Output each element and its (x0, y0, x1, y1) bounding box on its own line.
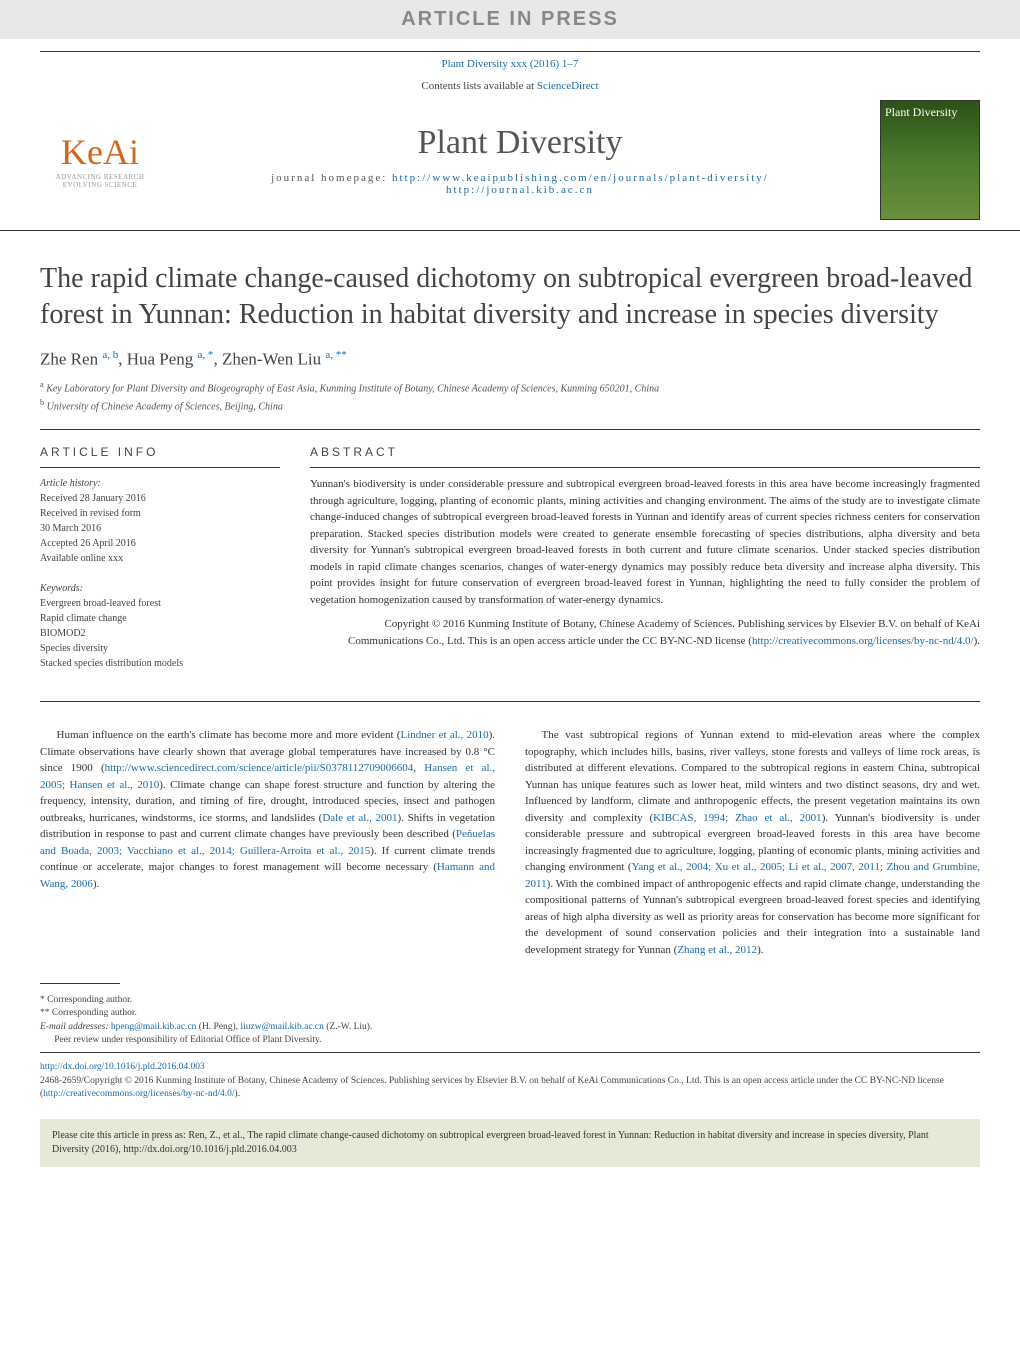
journal-ref-link[interactable]: Plant Diversity xxx (2016) 1–7 (442, 58, 579, 70)
journal-cover-image: Plant Diversity (880, 100, 980, 220)
email-addresses: E-mail addresses: hpeng@mail.kib.ac.cn (… (40, 1021, 980, 1034)
history-label: Article history: (40, 476, 280, 491)
article-title: The rapid climate change-caused dichotom… (0, 231, 1020, 344)
ref-penuelas[interactable]: Peñuelas and Boada, 2003; Vacchiano et a… (40, 828, 495, 857)
copyright-text: Copyright © 2016 Kunming Institute of Bo… (310, 616, 980, 649)
email2-name: (Z.-W. Liu). (324, 1022, 372, 1032)
keai-logo: KeAi ADVANCING RESEARCH EVOLVING SCIENCE (40, 131, 160, 189)
left-column: Human influence on the earth's climate h… (40, 727, 495, 958)
ref-url[interactable]: http://www.sciencedirect.com/science/art… (105, 762, 414, 774)
header-section: KeAi ADVANCING RESEARCH EVOLVING SCIENCE… (0, 100, 1020, 231)
doi-section: http://dx.doi.org/10.1016/j.pld.2016.04.… (0, 1053, 1020, 1109)
cover-text: Plant Diversity (881, 101, 979, 124)
copyright-end: ). (974, 635, 980, 647)
keai-logo-sub2: EVOLVING SCIENCE (40, 181, 160, 189)
author-sup-a1: a, * (198, 349, 214, 361)
right-paragraph: The vast subtropical regions of Yunnan e… (525, 727, 980, 958)
author-sup-ab: a, b (102, 349, 118, 361)
history-line-3: Accepted 26 April 2016 (40, 536, 280, 551)
keyword-0: Evergreen broad-leaved forest (40, 596, 280, 611)
article-info-heading: ARTICLE INFO (40, 445, 280, 459)
ref-kibcas[interactable]: KIBCAS, 1994; Zhao et al., 2001 (653, 812, 822, 824)
history-block: Article history: Received 28 January 201… (40, 476, 280, 566)
abstract-heading: ABSTRACT (310, 445, 980, 459)
footnote-divider (40, 983, 120, 984)
license-link[interactable]: http://creativecommons.org/licenses/by-n… (752, 635, 974, 647)
email1-name: (H. Peng), (196, 1022, 240, 1032)
doi-license-link[interactable]: http://creativecommons.org/licenses/by-n… (43, 1089, 234, 1099)
keywords-label: Keywords: (40, 581, 280, 596)
history-line-0: Received 28 January 2016 (40, 491, 280, 506)
article-info: ARTICLE INFO Article history: Received 2… (40, 445, 280, 686)
abstract: ABSTRACT Yunnan's biodiversity is under … (310, 445, 980, 686)
info-abstract-section: ARTICLE INFO Article history: Received 2… (0, 430, 1020, 701)
citation-box: Please cite this article in press as: Re… (40, 1119, 980, 1167)
issn-end: ). (235, 1089, 241, 1099)
journal-homepage: journal homepage: http://www.keaipublish… (160, 172, 880, 196)
homepage-link-2[interactable]: http://journal.kib.ac.cn (446, 184, 594, 196)
corr-author-1: * Corresponding author. (40, 994, 980, 1007)
footnotes: * Corresponding author. ** Corresponding… (0, 989, 1020, 1052)
author-sup-a2: a, ** (325, 349, 346, 361)
homepage-label: journal homepage: (271, 172, 392, 184)
peer-review: Peer review under responsibility of Edit… (40, 1034, 980, 1047)
keywords-block: Keywords: Evergreen broad-leaved forest … (40, 581, 280, 671)
article-in-press-banner: ARTICLE IN PRESS (0, 0, 1020, 39)
authors: Zhe Ren a, b, Hua Peng a, *, Zhen-Wen Li… (0, 344, 1020, 380)
right-column: The vast subtropical regions of Yunnan e… (525, 727, 980, 958)
abstract-text: Yunnan's biodiversity is under considera… (310, 476, 980, 608)
affiliation-a: a Key Laboratory for Plant Diversity and… (40, 379, 980, 396)
ref-lindner[interactable]: Lindner et al., 2010 (400, 729, 488, 741)
body-columns: Human influence on the earth's climate h… (0, 702, 1020, 973)
journal-title: Plant Diversity (160, 124, 880, 162)
ref-zhang[interactable]: Zhang et al., 2012 (677, 944, 757, 956)
homepage-link-1[interactable]: http://www.keaipublishing.com/en/journal… (392, 172, 769, 184)
affiliation-b: b University of Chinese Academy of Scien… (40, 397, 980, 414)
keyword-4: Stacked species distribution models (40, 656, 280, 671)
ref-yang[interactable]: Yang et al., 2004; Xu et al., 2005; Li e… (525, 861, 980, 890)
issn-copyright: 2468-2659/Copyright © 2016 Kunming Insti… (40, 1075, 980, 1102)
header-center: Plant Diversity journal homepage: http:/… (160, 124, 880, 196)
ref-dale[interactable]: Dale et al., 2001 (322, 812, 397, 824)
ref-hamann[interactable]: Hamann and Wang, 2006 (40, 861, 495, 890)
history-line-1: Received in revised form (40, 506, 280, 521)
doi-link[interactable]: http://dx.doi.org/10.1016/j.pld.2016.04.… (40, 1062, 205, 1072)
history-line-4: Available online xxx (40, 551, 280, 566)
journal-reference: Plant Diversity xxx (2016) 1–7 (0, 52, 1020, 76)
sciencedirect-link[interactable]: ScienceDirect (537, 80, 599, 92)
email-label: E-mail addresses: (40, 1022, 111, 1032)
keyword-3: Species diversity (40, 641, 280, 656)
info-rule (40, 467, 280, 468)
keai-logo-text: KeAi (40, 131, 160, 173)
contents-line: Contents lists available at ScienceDirec… (0, 76, 1020, 100)
abstract-rule (310, 467, 980, 468)
keyword-2: BIOMOD2 (40, 626, 280, 641)
contents-text: Contents lists available at (421, 80, 536, 92)
history-line-2: 30 March 2016 (40, 521, 280, 536)
left-paragraph: Human influence on the earth's climate h… (40, 727, 495, 892)
email-1[interactable]: hpeng@mail.kib.ac.cn (111, 1022, 197, 1032)
affiliations: a Key Laboratory for Plant Diversity and… (0, 379, 1020, 429)
keyword-1: Rapid climate change (40, 611, 280, 626)
corr-author-2: ** Corresponding author. (40, 1007, 980, 1020)
email-2[interactable]: liuzw@mail.kib.ac.cn (240, 1022, 323, 1032)
keai-logo-sub1: ADVANCING RESEARCH (40, 173, 160, 181)
